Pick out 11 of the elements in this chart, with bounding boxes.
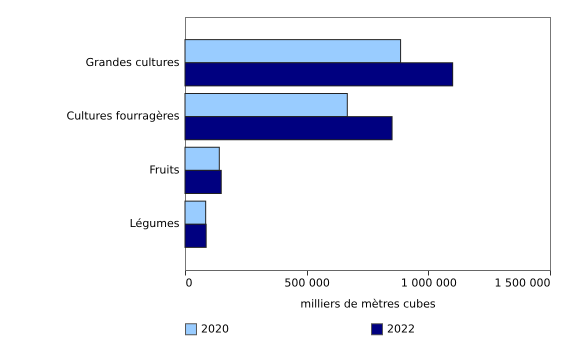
x-tick-label: 1 500 000 <box>494 276 550 290</box>
y-tick-label: Légumes <box>130 217 180 230</box>
legend-label: 2022 <box>387 322 415 336</box>
x-axis-title: milliers de mètres cubes <box>300 298 436 310</box>
y-tick-label: Fruits <box>149 163 180 176</box>
y-tick-label: Grandes cultures <box>86 56 180 69</box>
x-tick-label: 1 000 000 <box>400 276 457 290</box>
legend-label: 2020 <box>201 322 229 336</box>
y-tick-label: Cultures fourragères <box>66 110 180 123</box>
x-tick-label: 500 000 <box>284 276 330 290</box>
x-tick-label: 0 <box>186 276 192 290</box>
